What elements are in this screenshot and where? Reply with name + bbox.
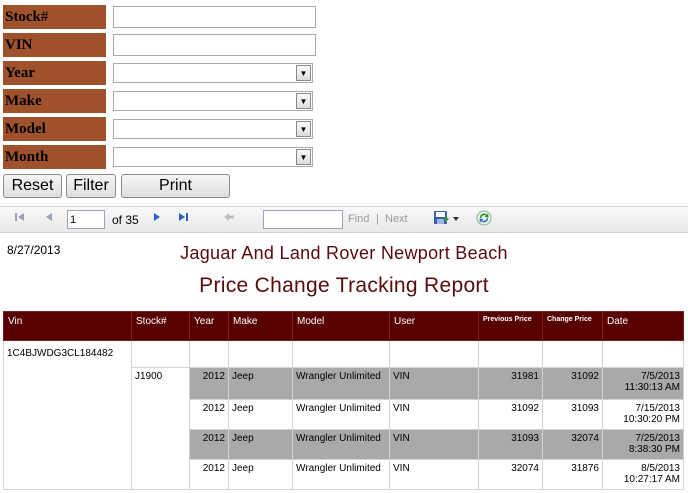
user-cell: VIN [389,459,479,490]
change-price-cell: 31093 [542,399,603,430]
year-cell: 2012 [189,429,229,460]
report-date: 8/27/2013 [7,243,61,257]
page-count: of 35 [112,213,139,227]
filter-button[interactable]: Filter [66,174,116,198]
date-value: 7/15/2013 [635,403,681,414]
vin-cell: 1C4BJWDG3CL184482 [3,340,132,490]
column-header: User [389,311,479,341]
model-cell: Wrangler Unlimited [292,399,390,430]
find-separator: | [376,213,379,225]
time-value: 10:30:20 PM [623,414,680,425]
month-label: Month [3,145,106,169]
last-page-icon[interactable] [177,211,189,226]
previous-page-icon[interactable] [44,211,54,226]
column-header: Year [189,311,229,341]
date-cell: 7/25/2013 8:38:30 PM [602,429,684,460]
find-link[interactable]: Find [348,213,370,225]
year-label: Year [3,61,106,85]
empty-cell [189,340,229,368]
report-title: Jaguar And Land Rover Newport Beach [180,243,508,263]
chevron-down-icon[interactable]: ▼ [296,149,311,165]
change-price-cell: 31876 [542,459,603,490]
chevron-down-icon[interactable]: ▼ [296,65,311,81]
date-value: 8/5/2013 [641,463,680,474]
column-header: Change Price [542,311,603,341]
vin-label: VIN [3,33,106,57]
time-value: 10:27:17 AM [623,474,680,485]
previous-price-cell: 31092 [478,399,543,430]
stock-cell: J1900 [131,367,190,490]
empty-cell [542,340,603,368]
year-cell: 2012 [189,459,229,490]
user-cell: VIN [389,367,479,400]
first-page-icon[interactable] [14,211,26,226]
empty-cell [228,340,293,368]
model-label: Model [3,117,106,141]
column-header: Make [228,311,293,341]
previous-price-cell: 31093 [478,429,543,460]
make-cell: Jeep [228,367,293,400]
table-header-row: Vin Stock# Year Make Model User Previous… [3,311,684,341]
empty-cell [602,340,684,368]
column-header: Vin [3,311,132,341]
previous-price-cell: 31981 [478,367,543,400]
date-cell: 7/5/2013 11:30:13 AM [602,367,684,400]
stock-label: Stock# [3,5,106,29]
year-cell: 2012 [189,367,229,400]
date-cell: 7/15/2013 10:30:20 PM [602,399,684,430]
date-value: 7/25/2013 [635,433,681,444]
reset-button[interactable]: Reset [3,174,62,198]
change-price-cell: 31092 [542,367,603,400]
column-header: Date [602,311,684,341]
make-label: Make [3,89,106,113]
model-select[interactable]: ▼ [113,119,313,139]
time-value: 11:30:13 AM [624,382,680,393]
report-toolbar: of 35 Find | Next [0,206,688,233]
next-page-icon[interactable] [152,211,162,226]
date-value: 7/5/2013 [641,371,680,382]
make-cell: Jeep [228,399,293,430]
refresh-icon[interactable] [476,210,492,229]
back-icon[interactable] [223,211,235,226]
change-price-cell: 32074 [542,429,603,460]
report-subtitle: Price Change Tracking Report [199,274,489,297]
table-row: 2012 Jeep Wrangler Unlimited VIN 31093 3… [4,429,684,460]
export-icon[interactable] [433,210,461,229]
next-link[interactable]: Next [385,213,408,225]
column-header: Stock# [131,311,190,341]
page-number-input[interactable] [67,210,105,229]
report-table: Vin Stock# Year Make Model User Previous… [3,311,684,490]
make-select[interactable]: ▼ [113,91,313,111]
column-header: Previous Price [478,311,543,341]
column-header: Model [292,311,390,341]
date-cell: 8/5/2013 10:27:17 AM [602,459,684,490]
vin-input[interactable] [113,34,316,56]
chevron-down-icon[interactable]: ▼ [296,121,311,137]
stock-input[interactable] [113,6,316,28]
empty-cell [292,340,390,368]
previous-price-cell: 32074 [478,459,543,490]
year-select[interactable]: ▼ [113,63,313,83]
empty-cell [478,340,543,368]
table-row: 1C4BJWDG3CL184482 [3,340,684,490]
table-row: 2012 Jeep Wrangler Unlimited VIN 32074 3… [4,459,684,490]
model-cell: Wrangler Unlimited [292,367,390,400]
user-cell: VIN [389,429,479,460]
month-select[interactable]: ▼ [113,147,313,167]
chevron-down-icon[interactable]: ▼ [296,93,311,109]
empty-cell [389,340,479,368]
empty-cell [131,340,190,368]
print-button[interactable]: Print [121,174,230,198]
make-cell: Jeep [228,459,293,490]
time-value: 8:38:30 PM [628,444,680,455]
model-cell: Wrangler Unlimited [292,459,390,490]
user-cell: VIN [389,399,479,430]
make-cell: Jeep [228,429,293,460]
find-input[interactable] [263,210,343,229]
model-cell: Wrangler Unlimited [292,429,390,460]
table-row: J1900 2012 Jeep Wrangler Unlimited VIN 3… [4,367,684,490]
table-row: 2012 Jeep Wrangler Unlimited VIN 31092 3… [4,399,684,430]
year-cell: 2012 [189,399,229,430]
